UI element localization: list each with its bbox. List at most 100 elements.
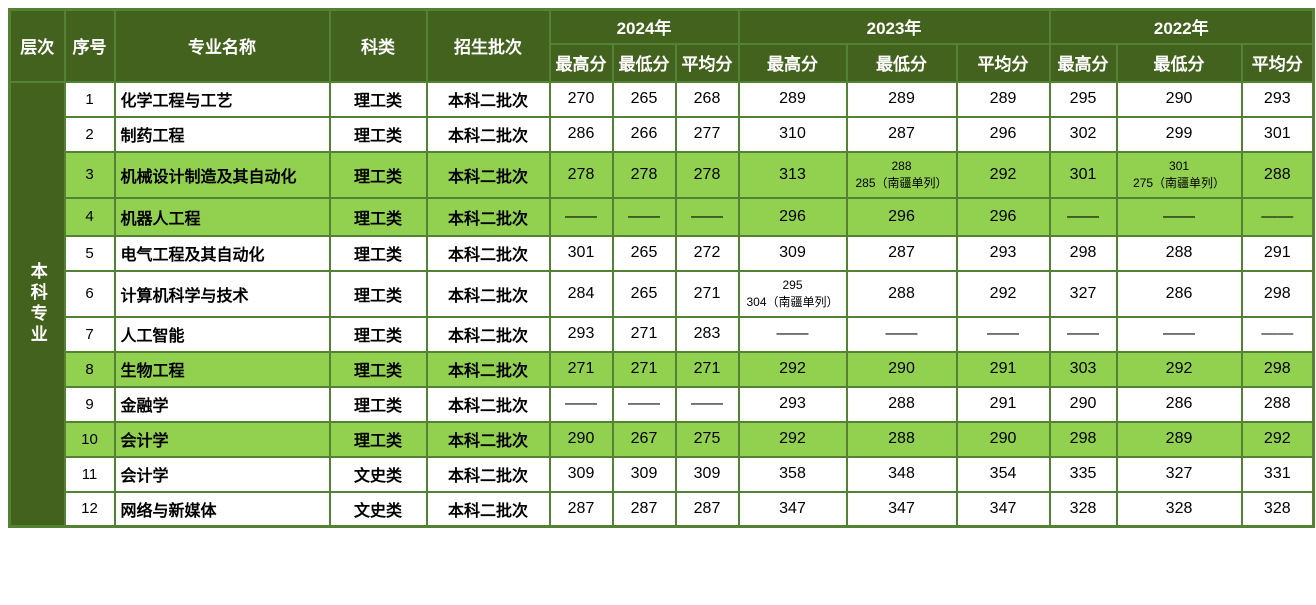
table-row: 本科专业 1 化学工程与工艺 理工类 本科二批次 270 265 268 2 89 … bbox=[8, 80, 1315, 528]
score-cell: 347 bbox=[737, 490, 848, 528]
page: 层次 序号 专业名称 科类 招生批次 2024年 2023年 2022年 最高分… bbox=[8, 8, 1316, 528]
score-cell: 265 bbox=[611, 234, 677, 272]
header-2022-min: 最低分 bbox=[1115, 42, 1243, 83]
score-cell: 290 bbox=[1115, 80, 1243, 118]
score-cell: —— bbox=[674, 385, 740, 423]
major-name-cell: 电气工程及其自动化 bbox=[113, 234, 331, 272]
row-number-cell: 11 bbox=[63, 455, 116, 493]
score-cell: 303 bbox=[1048, 350, 1118, 388]
major-name-cell: 人工智能 bbox=[113, 315, 331, 353]
score-cell: 287 bbox=[674, 490, 740, 528]
score-cell: 291 bbox=[955, 350, 1051, 388]
table-row: 6 计算机科学与技术 理工类 本科二批次 284 265 271 295 304… bbox=[10, 269, 1315, 318]
row-number-cell: 9 bbox=[63, 385, 116, 423]
score-cell: 309 bbox=[611, 455, 677, 493]
row-number-cell: 3 bbox=[63, 150, 116, 199]
table-row: 10 会计学 理工类 本科二批次 290 267 275 292 288 290… bbox=[10, 420, 1315, 458]
batch-cell: 本科二批次 bbox=[425, 234, 551, 272]
category-cell: 理工类 bbox=[328, 234, 428, 272]
score-cell: —— bbox=[1048, 315, 1118, 353]
score-cell: 299 bbox=[1115, 115, 1243, 153]
score-cell: —— bbox=[611, 196, 677, 237]
score-cell: 292 bbox=[1240, 420, 1315, 458]
score-cell: —— bbox=[845, 315, 958, 353]
table-body: 本科专业 1 化学工程与工艺 理工类 本科二批次 270 265 268 2 89 … bbox=[8, 80, 1315, 528]
row-number-cell: 10 bbox=[63, 420, 116, 458]
score-cell: 309 bbox=[674, 455, 740, 493]
batch-cell: 本科二批次 bbox=[425, 490, 551, 528]
score-cell: 289 bbox=[845, 80, 958, 118]
table-row: 9 金融学 理工类 本科二批次 —— —— —— 293 288 291 290… bbox=[10, 385, 1315, 423]
score-cell: 309 bbox=[737, 234, 848, 272]
row-number-cell: 4 bbox=[63, 196, 116, 237]
score-cell: 302 bbox=[1048, 115, 1118, 153]
score-cell: 298 bbox=[1240, 350, 1315, 388]
row-number-cell: 8 bbox=[63, 350, 116, 388]
score-cell: 272 bbox=[674, 234, 740, 272]
score-cell: 271 bbox=[674, 269, 740, 318]
score-cell: 288 bbox=[845, 269, 958, 318]
score-cell: 289 bbox=[737, 80, 848, 118]
score-cell: 298 bbox=[1240, 269, 1315, 318]
table-row: 12 网络与新媒体 文史类 本科二批次 287 287 287 347 347 … bbox=[10, 490, 1315, 528]
header-2023-avg: 平均分 bbox=[955, 42, 1051, 83]
batch-cell: 本科二批次 bbox=[425, 115, 551, 153]
score-cell: 310 bbox=[737, 115, 848, 153]
batch-cell: 本科二批次 bbox=[425, 150, 551, 199]
major-name-cell: 会计学 bbox=[113, 420, 331, 458]
score-cell: 288 bbox=[845, 385, 958, 423]
row-number-cell: 5 bbox=[63, 234, 116, 272]
score-cell: —— bbox=[611, 385, 677, 423]
score-cell: —— bbox=[674, 196, 740, 237]
level-cell: 本科专业 bbox=[8, 80, 66, 528]
score-cell: 292 bbox=[955, 150, 1051, 199]
batch-cell: 本科二批次 bbox=[425, 420, 551, 458]
score-cell: 289 bbox=[1115, 420, 1243, 458]
score-cell: 286 bbox=[548, 115, 614, 153]
score-cell: 301 bbox=[1048, 150, 1118, 199]
score-cell: 293 bbox=[1240, 80, 1315, 118]
score-cell: 268 bbox=[674, 80, 740, 118]
score-cell: 275 bbox=[674, 420, 740, 458]
score-cell: —— bbox=[1115, 196, 1243, 237]
score-cell: —— bbox=[548, 385, 614, 423]
score-cell: 331 bbox=[1240, 455, 1315, 493]
major-name-cell: 化学工程与工艺 bbox=[113, 80, 331, 118]
score-cell: 292 bbox=[737, 350, 848, 388]
header-2024-min: 最低分 bbox=[611, 42, 677, 83]
table-row: 2 制药工程 理工类 本科二批次 286 266 277 310 287 296… bbox=[10, 115, 1315, 153]
category-cell: 理工类 bbox=[328, 80, 428, 118]
header-batch: 招生批次 bbox=[425, 8, 551, 83]
score-cell: 288 bbox=[1240, 385, 1315, 423]
score-cell: 290 bbox=[1048, 385, 1118, 423]
header-year-2024: 2024年 bbox=[548, 8, 740, 45]
score-cell: 278 bbox=[611, 150, 677, 199]
header-2024-avg: 平均分 bbox=[674, 42, 740, 83]
score-cell: 267 bbox=[611, 420, 677, 458]
score-cell: 298 bbox=[1048, 420, 1118, 458]
score-cell: 296 bbox=[737, 196, 848, 237]
score-cell: —— bbox=[1240, 196, 1315, 237]
table-row: 7 人工智能 理工类 本科二批次 293 271 283 —— —— —— ——… bbox=[10, 315, 1315, 353]
category-cell: 文史类 bbox=[328, 490, 428, 528]
score-cell: 287 bbox=[611, 490, 677, 528]
score-cell: 278 bbox=[548, 150, 614, 199]
score-cell: 290 bbox=[955, 420, 1051, 458]
header-2022-avg: 平均分 bbox=[1240, 42, 1315, 83]
header-row-score-types: 最高分 最低分 平均分 最高分 最低分 平均分 最高分 最低分 平均分 bbox=[10, 42, 1315, 83]
score-cell: 277 bbox=[674, 115, 740, 153]
batch-cell: 本科二批次 bbox=[425, 196, 551, 237]
row-number-cell: 2 bbox=[63, 115, 116, 153]
score-cell: 271 bbox=[674, 350, 740, 388]
category-cell: 理工类 bbox=[328, 150, 428, 199]
admission-scores-table: 层次 序号 专业名称 科类 招生批次 2024年 2023年 2022年 最高分… bbox=[8, 8, 1316, 528]
major-name-cell: 金融学 bbox=[113, 385, 331, 423]
score-cell: 286 bbox=[1115, 269, 1243, 318]
score-cell: 287 bbox=[845, 234, 958, 272]
category-cell: 理工类 bbox=[328, 269, 428, 318]
table-row: 4 机器人工程 理工类 本科二批次 —— —— —— 296 296 296 —… bbox=[10, 196, 1315, 237]
category-cell: 理工类 bbox=[328, 420, 428, 458]
row-number-cell: 6 bbox=[63, 269, 116, 318]
score-cell: 284 bbox=[548, 269, 614, 318]
score-cell: 271 bbox=[548, 350, 614, 388]
